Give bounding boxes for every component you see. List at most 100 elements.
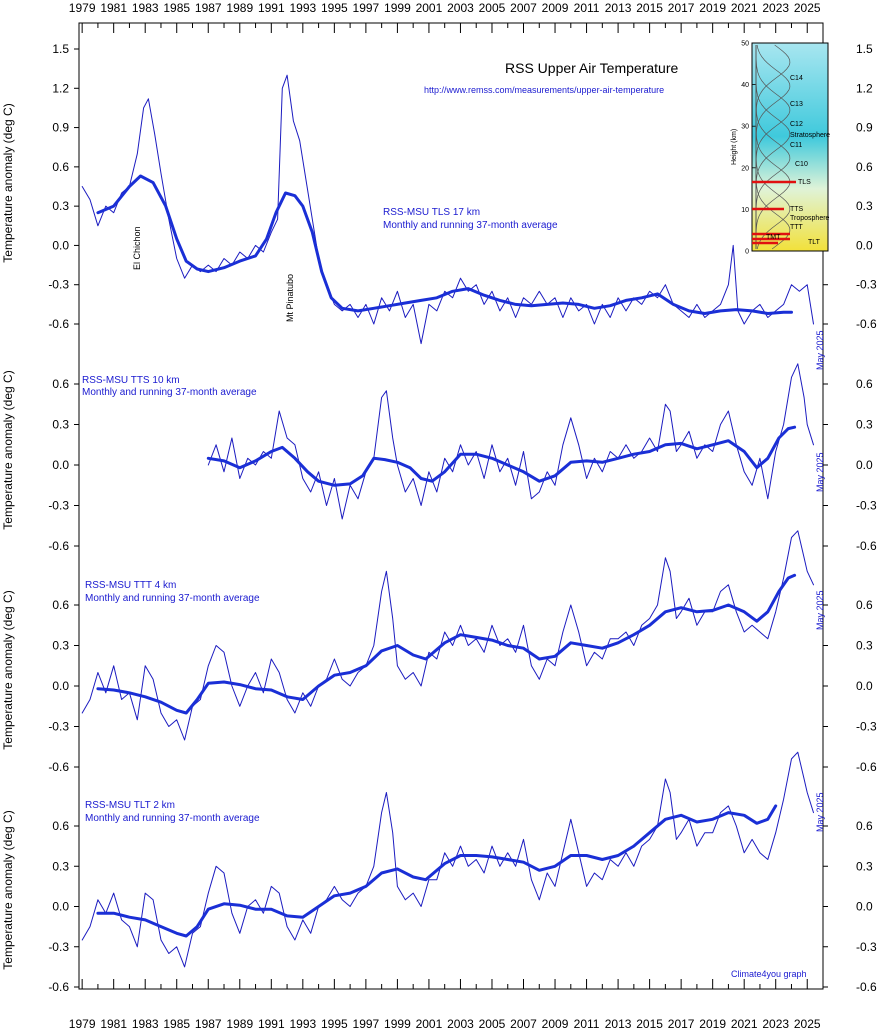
tlt-ylabel-right--0.3: -0.3 bbox=[856, 940, 877, 954]
tls-ylabel-right-0.9: 0.9 bbox=[856, 121, 873, 135]
x-label-bottom-1989: 1989 bbox=[226, 1017, 253, 1031]
x-label-top-2015: 2015 bbox=[636, 1, 663, 15]
tlt-sublabel: Monthly and running 37-month average bbox=[85, 813, 260, 824]
tls-sublabel: Monthly and running 37-month average bbox=[383, 220, 558, 231]
x-label-bottom-2005: 2005 bbox=[479, 1017, 506, 1031]
x-label-top-2011: 2011 bbox=[574, 1, 600, 15]
tts-ylabel-right-0.6: 0.6 bbox=[856, 377, 873, 391]
ttt-ylabel-right--0.6: -0.6 bbox=[856, 760, 877, 774]
x-labels-top: 1979 1981 1983 1985 1987 1989 1991 1993 1995 1997… bbox=[69, 1, 821, 15]
end-label-tts: May 2025 bbox=[815, 452, 825, 492]
inset-label-c12: C12 bbox=[790, 121, 803, 128]
x-label-top-1981: 1981 bbox=[100, 1, 127, 15]
annotation-mt-pinatubo: Mt Pinatubo bbox=[285, 274, 295, 322]
x-label-bottom-1997: 1997 bbox=[353, 1017, 380, 1031]
end-label-ttt: May 2025 bbox=[815, 590, 825, 630]
x-label-bottom-2009: 2009 bbox=[542, 1017, 569, 1031]
tts-ylabel-left-0.0: 0.0 bbox=[52, 458, 69, 472]
inset-ylabel: Height (km) bbox=[731, 129, 738, 165]
ylabel-tlt: Temperature anomaly (deg C) bbox=[1, 810, 15, 969]
ttt-ylabel-left-0.0: 0.0 bbox=[52, 679, 69, 693]
tls-ylabel-right--0.3: -0.3 bbox=[856, 278, 877, 292]
ttt-series-average bbox=[96, 573, 797, 715]
x-label-top-2009: 2009 bbox=[542, 1, 569, 15]
x-label-top-1997: 1997 bbox=[353, 1, 380, 15]
x-label-bottom-2007: 2007 bbox=[510, 1017, 537, 1031]
tls-ylabel-right-0.0: 0.0 bbox=[856, 238, 873, 252]
tlt-series-monthly bbox=[81, 751, 814, 968]
series-layer bbox=[81, 74, 814, 968]
x-label-bottom-1987: 1987 bbox=[195, 1017, 222, 1031]
inset-ticks: 0 10 20 30 40 50 bbox=[741, 41, 756, 256]
chart-subtitle: http://www.remss.com/measurements/upper-… bbox=[424, 85, 664, 95]
ttt-ylabel-right--0.3: -0.3 bbox=[856, 720, 877, 734]
x-label-top-1991: 1991 bbox=[258, 1, 285, 15]
end-label-tlt: May 2025 bbox=[815, 792, 825, 832]
x-label-bottom-2025: 2025 bbox=[794, 1017, 821, 1031]
x-label-top-2017: 2017 bbox=[668, 1, 695, 15]
tlt-ylabel-right-0.3: 0.3 bbox=[856, 859, 873, 873]
x-label-bottom-1979: 1979 bbox=[69, 1017, 96, 1031]
ttt-ylabel-left--0.3: -0.3 bbox=[48, 720, 69, 734]
ylabel-ttt: Temperature anomaly (deg C) bbox=[1, 590, 15, 749]
x-label-top-1983: 1983 bbox=[132, 1, 159, 15]
x-label-bottom-2003: 2003 bbox=[447, 1017, 474, 1031]
tts-ylabel-right-0.3: 0.3 bbox=[856, 418, 873, 432]
x-label-bottom-1991: 1991 bbox=[258, 1017, 285, 1031]
x-label-bottom-2011: 2011 bbox=[574, 1017, 600, 1031]
ttt-sublabel: Monthly and running 37-month average bbox=[85, 593, 260, 604]
x-label-top-2025: 2025 bbox=[794, 1, 821, 15]
inset-label-ttt: TTT bbox=[790, 224, 804, 231]
x-label-bottom-1981: 1981 bbox=[100, 1017, 127, 1031]
ttt-label: RSS-MSU TTT 4 km bbox=[85, 580, 176, 591]
tlt-label: RSS-MSU TLT 2 km bbox=[85, 800, 175, 811]
tts-sublabel: Monthly and running 37-month average bbox=[82, 387, 257, 398]
tlt-ylabel-left-0.6: 0.6 bbox=[52, 819, 69, 833]
x-label-top-1979: 1979 bbox=[69, 1, 96, 15]
x-label-bottom-1993: 1993 bbox=[289, 1017, 316, 1031]
tlt-ylabel-left-0.0: 0.0 bbox=[52, 900, 69, 914]
tls-ylabel-left-0.6: 0.6 bbox=[52, 160, 69, 174]
tls-ylabel-left--0.6: -0.6 bbox=[48, 317, 69, 331]
x-label-top-1987: 1987 bbox=[195, 1, 222, 15]
x-label-bottom-2013: 2013 bbox=[605, 1017, 632, 1031]
tlt-ylabel-right-0.0: 0.0 bbox=[856, 900, 873, 914]
inset-label-tlt: TLT bbox=[808, 239, 821, 246]
tls-ylabel-left-0.3: 0.3 bbox=[52, 199, 69, 213]
x-label-top-2023: 2023 bbox=[762, 1, 789, 15]
tls-ylabel-right--0.6: -0.6 bbox=[856, 317, 877, 331]
x-label-bottom-1985: 1985 bbox=[163, 1017, 190, 1031]
tls-ylabel-left-1.2: 1.2 bbox=[52, 81, 69, 95]
inset-weighting-curves bbox=[755, 44, 791, 250]
x-label-bottom-1999: 1999 bbox=[384, 1017, 411, 1031]
inset-label-c13: C13 bbox=[790, 101, 803, 108]
tts-series-monthly bbox=[207, 363, 814, 520]
tls-ylabel-right-1.5: 1.5 bbox=[856, 42, 873, 56]
tlt-ylabel-right--0.6: -0.6 bbox=[856, 980, 877, 994]
tts-ylabel-right--0.3: -0.3 bbox=[856, 499, 877, 513]
inset-label-tts: TTS bbox=[790, 206, 804, 213]
plot-frame bbox=[78, 22, 824, 990]
x-labels-bottom: 1979 1981 1983 1985 1987 1989 1991 1993 1995 1997… bbox=[69, 1017, 821, 1031]
tts-ylabel-right--0.6: -0.6 bbox=[856, 539, 877, 553]
tlt-series-average bbox=[96, 804, 778, 938]
ylabel-tts: Temperature anomaly (deg C) bbox=[1, 370, 15, 529]
tls-ylabel-left-1.5: 1.5 bbox=[52, 42, 69, 56]
inset-tick-label-0: 0 bbox=[745, 249, 749, 256]
tls-ylabel-left-0.9: 0.9 bbox=[52, 121, 69, 135]
x-label-top-2005: 2005 bbox=[479, 1, 506, 15]
ttt-ylabel-left-0.6: 0.6 bbox=[52, 598, 69, 612]
x-label-top-1985: 1985 bbox=[163, 1, 190, 15]
x-label-top-2007: 2007 bbox=[510, 1, 537, 15]
tts-ylabel-left--0.3: -0.3 bbox=[48, 499, 69, 513]
tts-ylabel-left-0.6: 0.6 bbox=[52, 377, 69, 391]
tls-ylabel-right-0.6: 0.6 bbox=[856, 160, 873, 174]
x-label-top-2019: 2019 bbox=[699, 1, 726, 15]
inset-label-tmt: TMT bbox=[766, 234, 781, 241]
inset-label-tls: TLS bbox=[798, 179, 811, 186]
tlt-ylabel-left--0.6: -0.6 bbox=[48, 980, 69, 994]
x-label-bottom-1983: 1983 bbox=[132, 1017, 159, 1031]
inset-tick-label-40: 40 bbox=[741, 82, 749, 89]
x-label-bottom-2023: 2023 bbox=[762, 1017, 789, 1031]
tls-ylabel-right-0.3: 0.3 bbox=[856, 199, 873, 213]
